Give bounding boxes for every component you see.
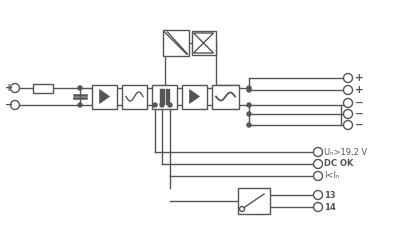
Bar — [160, 89, 164, 104]
Circle shape — [78, 103, 82, 107]
Bar — [182, 85, 207, 108]
Circle shape — [344, 120, 353, 129]
Text: −: − — [355, 109, 363, 119]
Text: Uₙ>19,2 V: Uₙ>19,2 V — [324, 147, 368, 156]
Bar — [92, 85, 117, 108]
Bar — [191, 31, 215, 55]
Text: I<Iₙ: I<Iₙ — [324, 172, 340, 181]
Polygon shape — [100, 89, 109, 103]
Circle shape — [344, 99, 353, 107]
Text: +: + — [355, 73, 363, 83]
Circle shape — [247, 86, 251, 90]
Text: −: − — [355, 120, 363, 130]
Text: 14: 14 — [324, 202, 336, 212]
Circle shape — [313, 202, 322, 212]
Circle shape — [313, 190, 322, 200]
Circle shape — [344, 86, 353, 94]
Circle shape — [247, 103, 251, 107]
Bar — [166, 89, 169, 104]
Bar — [152, 85, 177, 108]
Bar — [162, 30, 188, 56]
Circle shape — [153, 103, 157, 107]
Bar — [238, 188, 270, 214]
Text: +: + — [5, 83, 13, 93]
Text: 13: 13 — [324, 190, 336, 200]
Bar — [33, 83, 53, 93]
Circle shape — [11, 83, 20, 93]
Circle shape — [313, 147, 322, 156]
Bar — [122, 85, 147, 108]
Circle shape — [239, 207, 244, 212]
Bar — [166, 89, 169, 104]
Circle shape — [247, 112, 251, 116]
Circle shape — [247, 123, 251, 127]
Text: −: − — [5, 100, 13, 110]
Text: +: + — [355, 85, 363, 95]
Circle shape — [313, 160, 322, 168]
Circle shape — [313, 172, 322, 181]
Circle shape — [344, 74, 353, 82]
Circle shape — [78, 86, 82, 90]
Text: DC OK: DC OK — [324, 160, 354, 168]
Circle shape — [247, 88, 251, 92]
Polygon shape — [189, 89, 200, 103]
Circle shape — [160, 103, 164, 107]
Bar — [212, 85, 239, 108]
Text: −: − — [355, 98, 363, 108]
Circle shape — [11, 100, 20, 109]
Circle shape — [168, 103, 172, 107]
Bar — [160, 89, 164, 104]
Circle shape — [344, 109, 353, 119]
